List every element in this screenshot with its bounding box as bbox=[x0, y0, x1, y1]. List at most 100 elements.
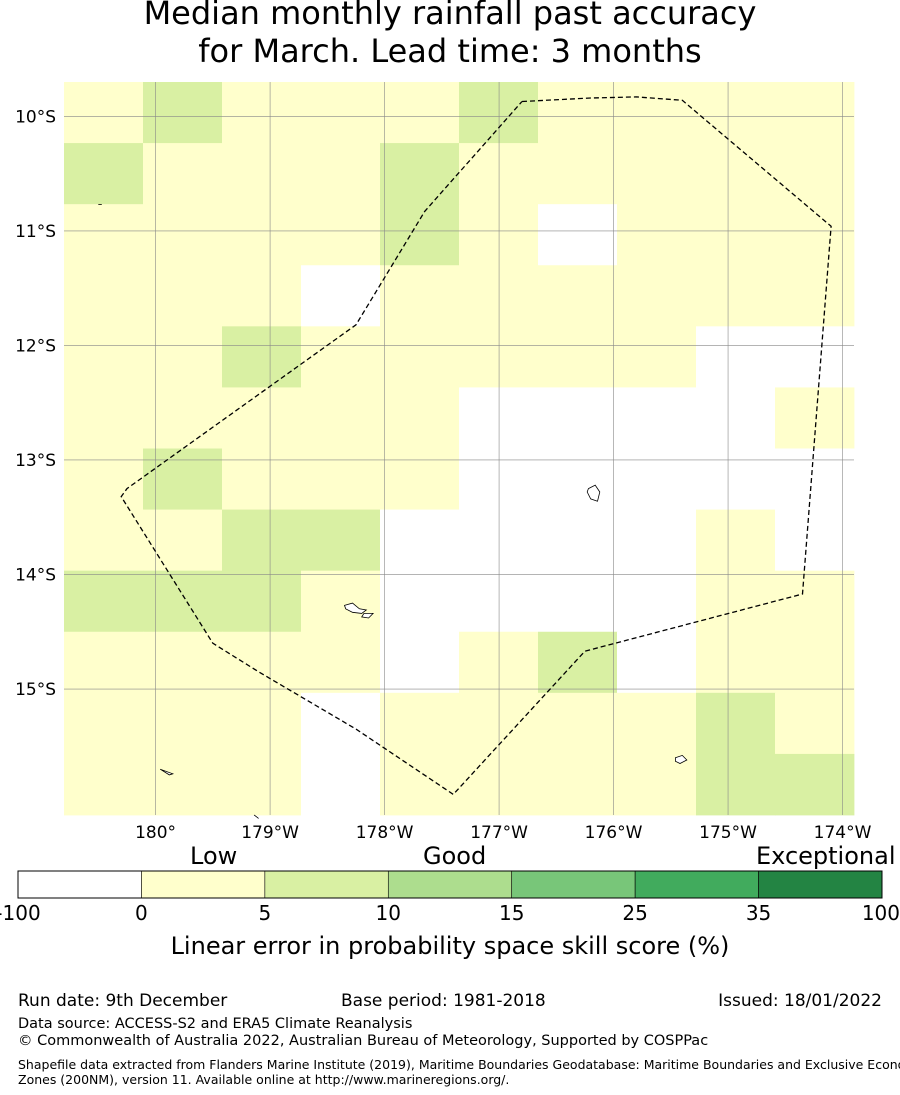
grid-cell bbox=[143, 204, 223, 266]
grid-cell bbox=[64, 509, 144, 572]
lon-tick-label: 174°W bbox=[814, 823, 872, 843]
grid-cell bbox=[301, 692, 381, 755]
grid-cell bbox=[617, 82, 697, 144]
lat-tick-label: 14°S bbox=[15, 565, 56, 585]
grid-cell bbox=[617, 326, 697, 388]
island-outline bbox=[675, 754, 688, 764]
grid-cell bbox=[380, 82, 460, 144]
grid-cell bbox=[222, 143, 302, 205]
colorbar-label-exceptional: Exceptional bbox=[756, 842, 896, 870]
grid-cell bbox=[459, 82, 539, 144]
grid-cell bbox=[301, 509, 381, 572]
grid-cell bbox=[143, 570, 223, 633]
grid-cell bbox=[696, 570, 776, 633]
grid-cell bbox=[301, 631, 381, 694]
grid-cell bbox=[459, 387, 539, 449]
grid-cell bbox=[222, 570, 302, 633]
grid-cell bbox=[617, 692, 697, 755]
island-outline bbox=[586, 484, 601, 502]
grid-cell bbox=[538, 570, 618, 633]
colorbar-bin bbox=[17, 870, 142, 899]
grid-cell bbox=[459, 570, 539, 633]
grid-cell bbox=[617, 143, 697, 205]
grid-cell bbox=[380, 387, 460, 449]
grid-cell bbox=[538, 509, 618, 572]
colorbar-tick-label: 10 bbox=[375, 901, 402, 925]
grid-cell bbox=[380, 326, 460, 388]
grid-cell bbox=[775, 692, 855, 755]
grid-cell bbox=[222, 448, 302, 510]
grid-cell bbox=[459, 753, 539, 816]
grid-cell bbox=[143, 143, 223, 205]
colorbar-tick-label: 25 bbox=[622, 901, 648, 925]
grid-cell bbox=[64, 753, 144, 816]
grid-cell bbox=[64, 82, 144, 144]
grid-cell bbox=[538, 326, 618, 388]
base-period: Base period: 1981-2018 bbox=[341, 991, 546, 1011]
grid-cell bbox=[222, 82, 302, 144]
grid-cell bbox=[301, 753, 381, 816]
grid-cell bbox=[64, 204, 144, 266]
grid-cell bbox=[222, 692, 302, 755]
grid-cell bbox=[143, 448, 223, 510]
grid-cell bbox=[222, 387, 302, 449]
grid-cell bbox=[143, 326, 223, 388]
colorbar-title: Linear error in probability space skill … bbox=[170, 932, 730, 960]
grid-cell bbox=[64, 265, 144, 327]
grid-cell bbox=[696, 82, 776, 144]
colorbar-bin bbox=[141, 870, 266, 899]
title-line-1: Median monthly rainfall past accuracy bbox=[143, 0, 757, 32]
grid-cell bbox=[538, 82, 618, 144]
grid-cell bbox=[143, 753, 223, 816]
grid-cell bbox=[380, 448, 460, 510]
grid-cell bbox=[64, 448, 144, 510]
grid-cell bbox=[696, 143, 776, 205]
grid-cell bbox=[301, 265, 381, 327]
grid-cell bbox=[696, 509, 776, 572]
grid-cell bbox=[775, 631, 855, 694]
grid-cell bbox=[459, 448, 539, 510]
grid-cell bbox=[459, 326, 539, 388]
grid-cell bbox=[301, 204, 381, 266]
grid-cell bbox=[380, 631, 460, 694]
map-figure: 180° 179°W 178°W 177°W 176°W 175°W 174°W 10°S 11… bbox=[15, 82, 883, 899]
grid-cell bbox=[380, 570, 460, 633]
grid-cell bbox=[64, 631, 144, 694]
grid-cell bbox=[775, 448, 855, 510]
grid-cell bbox=[143, 692, 223, 755]
data-source: Data source: ACCESS-S2 and ERA5 Climate … bbox=[18, 1016, 413, 1032]
copyright: © Commonwealth of Australia 2022, Austra… bbox=[18, 1033, 709, 1049]
colorbar-bin bbox=[634, 870, 759, 899]
grid-cell bbox=[696, 326, 776, 388]
lon-tick-label: 178°W bbox=[356, 823, 414, 843]
grid-cell bbox=[380, 509, 460, 572]
lon-tick-label: 175°W bbox=[699, 823, 757, 843]
grid-cell bbox=[380, 692, 460, 755]
grid-cell bbox=[301, 387, 381, 449]
map-title: Median monthly rainfall past accuracy fo… bbox=[0, 0, 900, 70]
lon-tick-label: 177°W bbox=[470, 823, 528, 843]
grid-cell bbox=[775, 753, 855, 816]
grid-cell bbox=[64, 387, 144, 449]
grid-cell bbox=[301, 448, 381, 510]
island-outline bbox=[361, 613, 375, 619]
grid-cell bbox=[775, 509, 855, 572]
grid-cell bbox=[538, 265, 618, 327]
grid-cell bbox=[617, 204, 697, 266]
grid-cell bbox=[617, 570, 697, 633]
grid-cell bbox=[696, 753, 776, 816]
colorbar-tick-label: 5 bbox=[258, 901, 272, 925]
grid-cell bbox=[617, 448, 697, 510]
grid-cell bbox=[301, 570, 381, 633]
grid-cell bbox=[775, 265, 855, 327]
grid-cell bbox=[64, 143, 144, 205]
grid-cell bbox=[222, 265, 302, 327]
eez-boundary bbox=[120, 96, 832, 796]
grid-cell bbox=[222, 204, 302, 266]
grid-cell bbox=[222, 326, 302, 388]
grid-cell bbox=[459, 509, 539, 572]
colorbar-label-low: Low bbox=[190, 842, 238, 870]
grid-cell bbox=[459, 204, 539, 266]
lat-tick-label: 13°S bbox=[15, 451, 56, 471]
issued-date: Issued: 18/01/2022 bbox=[718, 991, 882, 1011]
